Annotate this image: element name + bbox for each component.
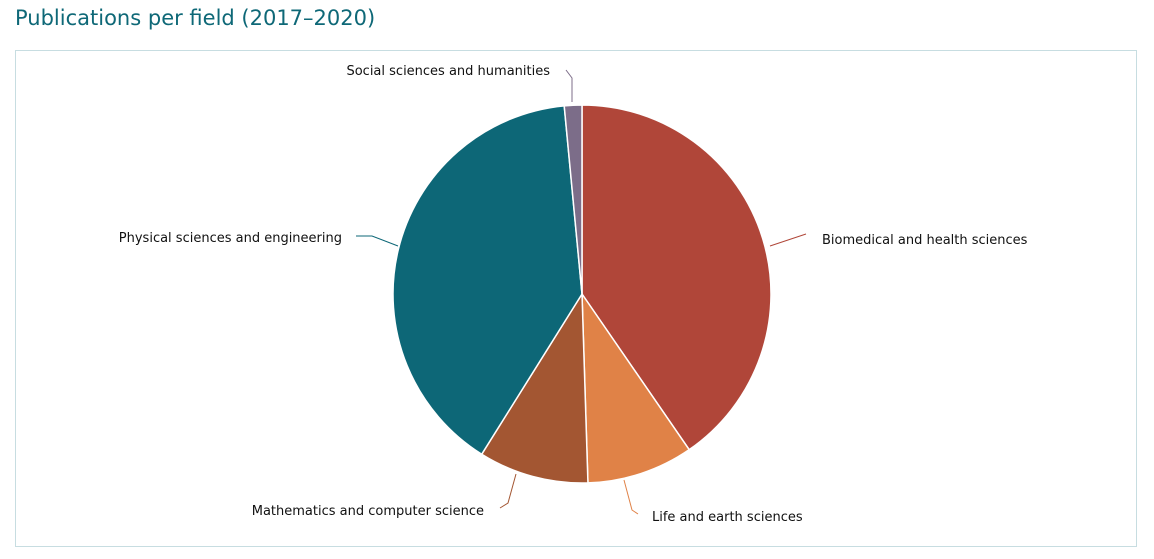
- connector-physical-sciences-and-engineering: [356, 235, 399, 247]
- pie-slices: [392, 104, 772, 484]
- pie-slice-life-and-earth-sciences[interactable]: [581, 293, 690, 484]
- pie-slice-physical-sciences-and-engineering[interactable]: [392, 105, 583, 455]
- pie-slice-social-sciences-and-humanities[interactable]: [563, 104, 583, 295]
- pie-slice-biomedical-and-health-sciences[interactable]: [581, 104, 772, 451]
- connector-mathematics-and-computer-science: [499, 473, 517, 509]
- connector-biomedical-and-health-sciences: [769, 233, 807, 247]
- slice-label-biomedical-and-health-sciences: Biomedical and health sciences: [822, 233, 1028, 248]
- slice-label-social-sciences-and-humanities: Social sciences and humanities: [346, 64, 550, 79]
- pie-slice-mathematics-and-computer-science[interactable]: [480, 293, 589, 484]
- slice-label-mathematics-and-computer-science: Mathematics and computer science: [252, 504, 484, 519]
- slice-label-physical-sciences-and-engineering: Physical sciences and engineering: [119, 231, 342, 246]
- connector-social-sciences-and-humanities: [565, 69, 573, 102]
- slice-labels: Biomedical and health sciences Life and e…: [119, 64, 1028, 525]
- chart-title: Publications per field (2017–2020): [15, 6, 376, 30]
- slice-label-life-and-earth-sciences: Life and earth sciences: [652, 510, 803, 525]
- connector-life-and-earth-sciences: [623, 479, 639, 515]
- label-connectors: [356, 69, 807, 515]
